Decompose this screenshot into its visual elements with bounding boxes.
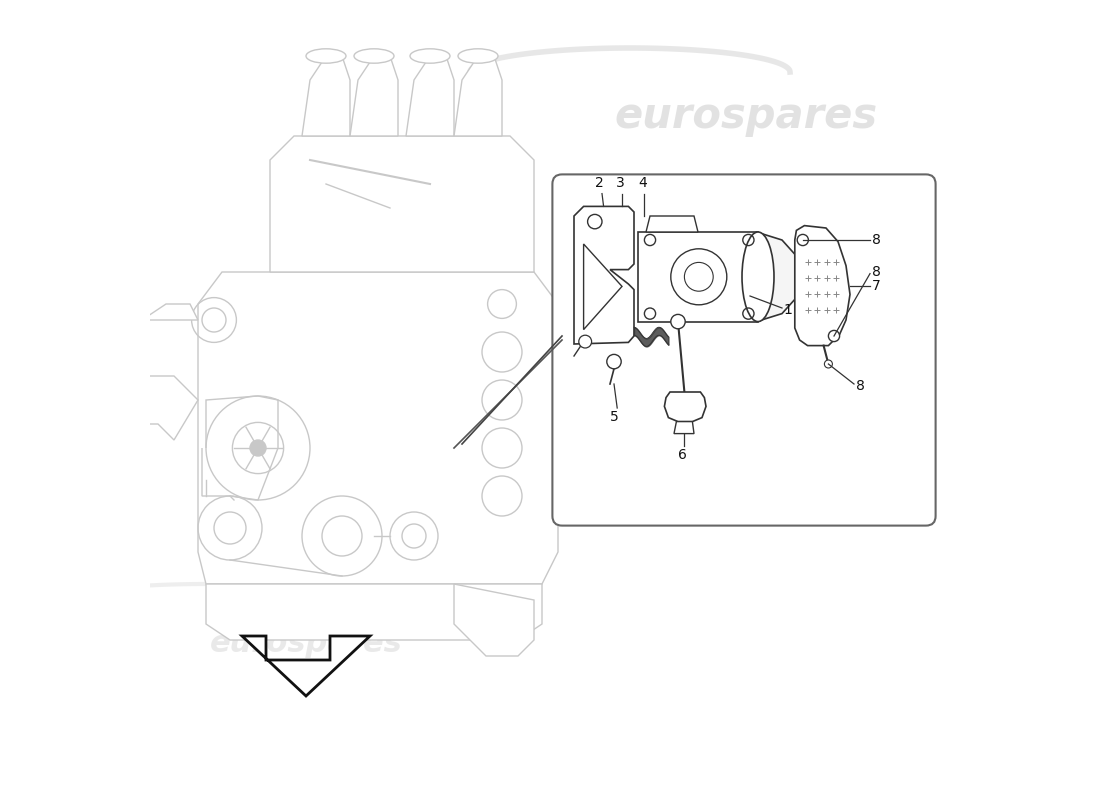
Text: 4: 4	[638, 176, 647, 190]
Circle shape	[579, 335, 592, 348]
Polygon shape	[638, 232, 758, 322]
Text: 1: 1	[783, 303, 792, 318]
Polygon shape	[302, 56, 350, 136]
Text: eurospares: eurospares	[210, 630, 403, 658]
Polygon shape	[757, 232, 800, 322]
Circle shape	[671, 314, 685, 329]
Ellipse shape	[742, 232, 774, 322]
Text: 3: 3	[616, 176, 625, 190]
Polygon shape	[646, 216, 698, 232]
Circle shape	[607, 354, 621, 369]
Text: 7: 7	[871, 279, 880, 294]
Polygon shape	[674, 422, 694, 434]
Ellipse shape	[354, 49, 394, 63]
Text: eurospares: eurospares	[615, 95, 878, 137]
Polygon shape	[584, 244, 621, 330]
Polygon shape	[242, 636, 370, 696]
Polygon shape	[142, 376, 198, 440]
Polygon shape	[406, 56, 454, 136]
Polygon shape	[270, 136, 534, 272]
Text: 2: 2	[595, 176, 604, 190]
Polygon shape	[350, 56, 398, 136]
Polygon shape	[574, 206, 634, 344]
Text: 8: 8	[856, 378, 865, 393]
Circle shape	[250, 440, 266, 456]
Text: eurospares: eurospares	[607, 398, 748, 418]
FancyBboxPatch shape	[552, 174, 936, 526]
Ellipse shape	[458, 49, 498, 63]
Circle shape	[828, 330, 839, 342]
Text: 8: 8	[871, 265, 880, 279]
Circle shape	[824, 360, 833, 368]
Text: 8: 8	[871, 233, 880, 247]
Polygon shape	[454, 584, 534, 656]
Circle shape	[798, 234, 808, 246]
Polygon shape	[206, 584, 542, 640]
Polygon shape	[664, 392, 706, 422]
Polygon shape	[795, 226, 850, 346]
Text: 6: 6	[679, 448, 688, 462]
Polygon shape	[454, 56, 502, 136]
Text: 5: 5	[609, 410, 618, 424]
Polygon shape	[198, 272, 558, 584]
Polygon shape	[142, 304, 198, 320]
Ellipse shape	[306, 49, 346, 63]
Ellipse shape	[410, 49, 450, 63]
